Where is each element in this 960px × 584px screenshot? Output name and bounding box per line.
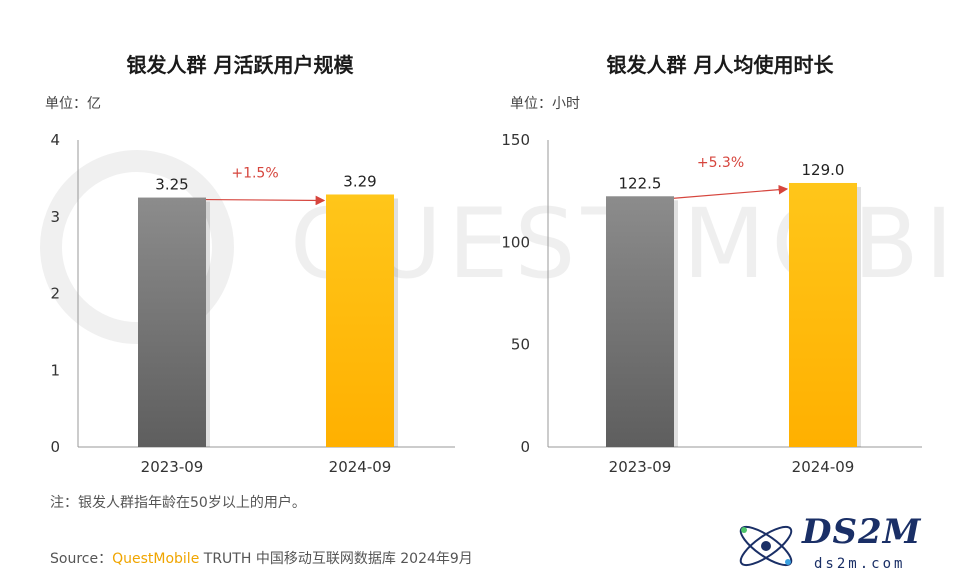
x-tick-label: 2023-09 — [141, 458, 204, 476]
data-label: 3.29 — [343, 172, 376, 190]
y-tick-label: 4 — [50, 131, 60, 149]
x-tick-label: 2024-09 — [792, 458, 855, 476]
growth-arrow — [673, 184, 789, 199]
bar — [606, 196, 674, 447]
y-tick-label: 2 — [50, 285, 60, 303]
y-tick-label: 3 — [50, 208, 60, 226]
source-brand: QuestMobile — [112, 551, 200, 567]
y-tick-label: 50 — [511, 336, 530, 354]
data-label: 122.5 — [619, 174, 662, 192]
atom-icon — [739, 525, 793, 567]
bar — [138, 197, 206, 447]
y-tick-label: 0 — [50, 438, 60, 456]
source-prefix: Source： — [50, 551, 113, 567]
y-tick-label: 0 — [520, 438, 530, 456]
source-line: Source：QuestMobile TRUTH 中国移动互联网数据库 2024… — [50, 548, 473, 568]
x-tick-label: 2023-09 — [609, 458, 672, 476]
chart-title: 银发人群 月活跃用户规模 — [127, 53, 355, 77]
growth-label: +5.3% — [697, 155, 744, 171]
unit-label: 单位：小时 — [510, 96, 580, 112]
y-tick-label: 150 — [501, 131, 530, 149]
source-rest: TRUTH 中国移动互联网数据库 2024年9月 — [199, 551, 473, 567]
bar — [789, 182, 857, 448]
bar — [326, 194, 394, 447]
x-tick-label: 2024-09 — [329, 458, 392, 476]
chart-usage-time: 银发人群 月人均使用时长 单位：小时 0 50 100 150 122.5 2023-0… — [501, 53, 922, 476]
data-label: 3.25 — [155, 176, 188, 194]
logo-subtext: ds2m.com — [814, 556, 906, 572]
chart-title: 银发人群 月人均使用时长 — [607, 53, 835, 77]
chart-mau: 银发人群 月活跃用户规模 单位：亿 0 1 2 3 4 3.25 2023-09 3.29 2… — [45, 53, 455, 476]
growth-arrow — [205, 195, 326, 206]
growth-label: +1.5% — [231, 166, 278, 182]
site-logo: DS2M ds2m.com — [732, 512, 952, 580]
logo-text: DS2M — [802, 512, 922, 552]
y-tick-label: 1 — [50, 361, 60, 379]
unit-label: 单位：亿 — [45, 96, 101, 112]
data-label: 129.0 — [802, 161, 845, 179]
footnote: 注：银发人群指年龄在50岁以上的用户。 — [50, 495, 306, 511]
y-tick-label: 100 — [501, 233, 530, 251]
